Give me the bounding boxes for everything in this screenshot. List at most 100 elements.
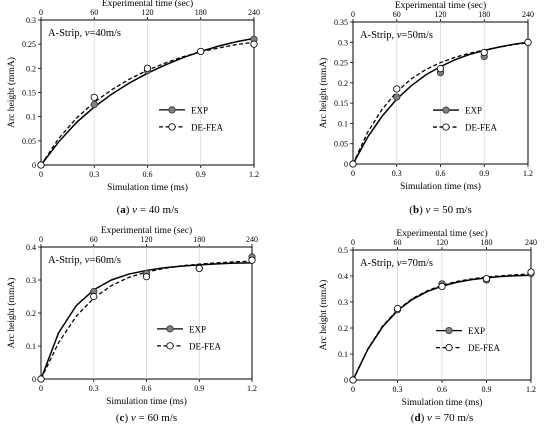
x-axis-title: Simulation time (ms) [400, 181, 481, 192]
x-tick-label: 0 [39, 170, 43, 179]
legend-label: DE-FEA [189, 341, 221, 351]
y-axis-title: Arc height (mmA) [6, 57, 17, 128]
x-tick-label: 0.9 [479, 169, 489, 178]
x-tick-label: 0.3 [89, 384, 99, 393]
x-tick-label: 0.6 [142, 384, 152, 393]
y-tick-label: 0.3 [26, 16, 36, 25]
panel-caption: (b) v = 50 m/s [409, 204, 471, 216]
x2-axis-title: Experimental time (sec) [395, 0, 486, 11]
series-line-de-fea [352, 42, 529, 165]
x2-tick-label: 0 [39, 8, 43, 17]
data-point-de-fea [195, 264, 203, 273]
x-tick-label: 1.2 [523, 169, 533, 178]
y-tick-label: 0.15 [334, 99, 348, 108]
data-point-de-fea [250, 40, 258, 48]
x-tick-label: 0.9 [482, 385, 492, 394]
y-tick-label: 0.3 [26, 276, 36, 285]
x-axis-title: Simulation time (ms) [106, 396, 187, 407]
chart-panel-2: 0 0.3 0.6 0.9 1.2 0 60 120 180 240 0 0.05 0.1 0.15 0.2… [318, 0, 534, 216]
x2-tick-label: 180 [195, 8, 207, 17]
legend-label: EXP [468, 326, 485, 336]
data-point-de-fea [90, 93, 98, 101]
data-point-de-fea [248, 256, 256, 264]
y-tick-label: 0.2 [26, 309, 36, 318]
y-tick-label: 0 [32, 161, 36, 170]
panel-caption: (c) v = 60 m/s [116, 412, 177, 424]
y-tick-label: 0.3 [338, 38, 348, 47]
y-tick-label: 0.1 [26, 113, 36, 122]
panel-caption: (d) v = 70 m/s [411, 412, 473, 424]
x-tick-label: 0.9 [194, 384, 204, 393]
legend-label: EXP [465, 106, 482, 116]
legend-marker-de-fea [168, 123, 176, 131]
y-axis-title: Arc height (mmA) [318, 58, 329, 129]
legend-marker-exp [442, 106, 450, 114]
chart-title: A-Strip, v=60m/s [48, 255, 121, 266]
x2-tick-label: 120 [141, 235, 153, 244]
y-tick-label: 0 [344, 376, 348, 385]
data-point-exp [90, 100, 98, 109]
x-axis-title: Simulation time (ms) [402, 397, 483, 408]
x-tick-label: 1.2 [247, 384, 257, 393]
legend-label: EXP [189, 324, 206, 334]
y-tick-label: 0.05 [334, 140, 348, 149]
x2-axis-title: Experimental time (sec) [101, 225, 192, 236]
x2-tick-label: 240 [246, 235, 258, 244]
x2-tick-label: 120 [142, 8, 154, 17]
x-tick-label: 1.2 [526, 385, 536, 394]
y-tick-label: 0.5 [338, 246, 348, 255]
chart-title: A-Strip, v=40m/s [48, 28, 121, 39]
x-tick-label: 0.3 [393, 385, 403, 394]
x-tick-label: 0.9 [196, 170, 206, 179]
y-tick-label: 0.2 [338, 324, 348, 333]
x-tick-label: 0.6 [437, 385, 447, 394]
data-point-de-fea [349, 160, 357, 168]
y-tick-label: 0.3 [338, 298, 348, 307]
y-tick-label: 0.1 [26, 342, 36, 351]
x-tick-label: 1.2 [249, 170, 259, 179]
y-tick-label: 0.1 [338, 119, 348, 128]
x2-tick-label: 60 [90, 8, 98, 17]
legend-marker-de-fea [166, 342, 174, 350]
x-axis-title: Simulation time (ms) [107, 182, 188, 193]
y-tick-label: 0 [32, 375, 36, 384]
data-point-de-fea [393, 304, 402, 313]
legend-marker-exp [445, 326, 453, 335]
x2-tick-label: 60 [394, 238, 402, 247]
data-point-de-fea [524, 38, 532, 46]
legend-label: DE-FEA [468, 343, 500, 353]
y-tick-label: 0.15 [22, 89, 36, 98]
x2-tick-label: 120 [436, 238, 448, 247]
chart-panel-3: 0 0.3 0.6 0.9 1.2 0 60 120 180 240 0 0.1 0.2 0.3 0.4 Si… [6, 225, 258, 424]
y-tick-label: 0.25 [334, 59, 348, 68]
data-point-de-fea [37, 375, 45, 383]
data-point-de-fea [527, 268, 535, 276]
y-tick-label: 0.2 [26, 64, 36, 73]
x2-tick-label: 120 [435, 10, 447, 19]
y-tick-label: 0.05 [22, 137, 36, 146]
x2-tick-label: 240 [248, 8, 260, 17]
legend-marker-de-fea [445, 343, 453, 352]
data-point-de-fea [436, 65, 445, 73]
x2-tick-label: 0 [351, 10, 355, 19]
data-point-de-fea [393, 85, 401, 93]
x2-tick-label: 180 [481, 238, 493, 247]
x2-axis-title: Experimental time (sec) [396, 228, 487, 239]
x2-tick-label: 180 [478, 10, 490, 19]
y-tick-label: 0.25 [22, 40, 36, 49]
legend-label: EXP [191, 105, 208, 115]
x2-tick-label: 240 [525, 238, 537, 247]
x-tick-label: 0.6 [436, 169, 446, 178]
data-point-de-fea [480, 48, 488, 57]
y-axis-title: Arc height (mmA) [318, 280, 329, 351]
chart-title: A-Strip, v=50m/s [360, 30, 433, 41]
y-tick-label: 0.4 [26, 243, 36, 252]
x-tick-label: 0 [39, 384, 43, 393]
y-tick-label: 0 [344, 160, 348, 169]
legend-marker-de-fea [442, 123, 450, 131]
x2-tick-label: 60 [90, 235, 98, 244]
legend-marker-exp [166, 325, 174, 333]
x-tick-label: 0 [351, 169, 355, 178]
data-point-de-fea [482, 274, 491, 283]
